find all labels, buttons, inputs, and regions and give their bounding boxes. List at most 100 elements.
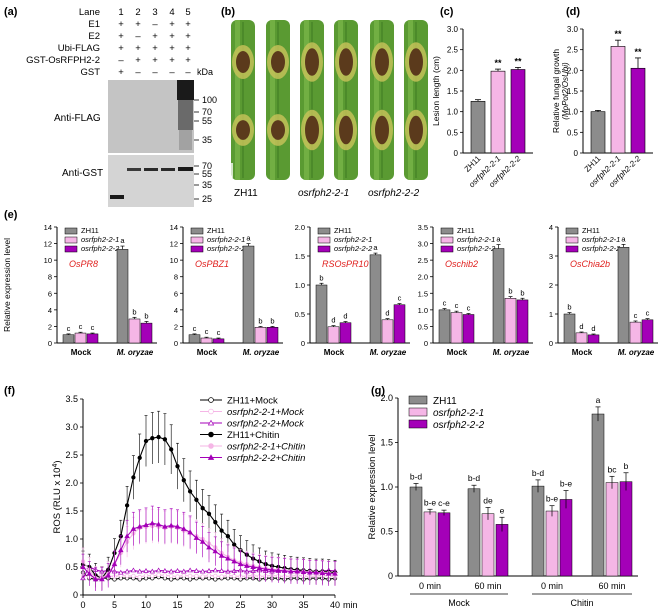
- y-tick-label: 2: [174, 322, 178, 331]
- legend-swatch: [565, 227, 579, 235]
- bar: [470, 101, 486, 154]
- significance-mark: **: [614, 29, 622, 39]
- data-point: [218, 568, 225, 573]
- data-point: [131, 475, 136, 480]
- data-point: [187, 567, 193, 573]
- bar: [140, 322, 153, 344]
- data-point: [219, 528, 224, 533]
- data-point: [143, 438, 149, 444]
- data-point: [174, 523, 181, 529]
- significance-mark: **: [514, 56, 522, 66]
- bar: [467, 488, 481, 577]
- legend-marker: [208, 443, 214, 449]
- y-axis-label: Relative fungal growth: [551, 49, 561, 133]
- bar: [266, 327, 279, 344]
- data-point: [300, 569, 307, 574]
- lesion: [236, 120, 250, 140]
- bar: [619, 481, 633, 577]
- data-point: [168, 522, 175, 528]
- significance-letter: b-e: [560, 479, 573, 489]
- y-tick-label: 2.0: [65, 478, 78, 488]
- y-tick-label: 1.0: [65, 534, 78, 544]
- data-point: [194, 573, 199, 579]
- y-tick-label: 2.0: [447, 66, 459, 75]
- data-point: [175, 574, 180, 579]
- legend-label: ZH11: [334, 226, 352, 235]
- y-axis-label: Lesion length (cm): [431, 56, 441, 126]
- data-point: [156, 434, 161, 440]
- y-tick-label: 2.5: [567, 46, 579, 55]
- data-point: [193, 568, 200, 573]
- group-label: M. oryzae: [117, 348, 154, 357]
- data-point: [313, 569, 319, 575]
- significance-letter: a: [596, 395, 601, 405]
- data-point: [105, 572, 112, 578]
- y-tick-label: 2.5: [65, 450, 78, 460]
- data-point: [219, 574, 224, 579]
- leaf-photos: [231, 20, 428, 180]
- y-tick-label: 2.0: [418, 273, 428, 282]
- significance-letter: a: [496, 235, 501, 244]
- condition-mark: –: [185, 67, 191, 78]
- data-point: [256, 565, 263, 571]
- bar: [423, 511, 437, 577]
- gst-band-lane1: [110, 195, 124, 199]
- significance-letter: bc: [608, 464, 618, 474]
- bar: [450, 312, 463, 344]
- significance-letter: c: [455, 301, 459, 310]
- group-label: Mock: [572, 348, 593, 357]
- significance-letter: b-d: [468, 473, 481, 483]
- bar: [212, 338, 225, 344]
- legend-label: osrfph2-2-1: [582, 235, 620, 244]
- y-tick-label: 12: [170, 240, 178, 249]
- x-tick-label: 25: [235, 600, 245, 610]
- significance-letter: a: [246, 234, 251, 243]
- x-tick-label: 30: [267, 600, 277, 610]
- significance-letter: c: [79, 322, 83, 331]
- bar: [629, 321, 642, 344]
- significance-letter: b: [624, 461, 629, 471]
- significance-letter: b: [520, 288, 524, 297]
- y-tick-label: 4: [549, 223, 553, 232]
- legend-label: osrfph2-2-2+Chitin: [227, 453, 305, 464]
- group-label: M. oryzae: [370, 348, 407, 357]
- condition-mark: –: [135, 31, 141, 42]
- bar: [437, 512, 451, 577]
- bar: [610, 46, 626, 154]
- timepoint-label: 0 min: [541, 581, 563, 591]
- significance-letter: b: [258, 316, 262, 325]
- bar: [516, 299, 529, 344]
- lesion: [271, 120, 285, 140]
- data-point: [136, 523, 143, 529]
- lesion: [236, 51, 250, 73]
- condition-mark: 5: [185, 7, 190, 18]
- legend-swatch: [408, 419, 428, 429]
- bar: [86, 333, 99, 344]
- condition-mark: –: [118, 55, 124, 66]
- leaf-highlight: [304, 20, 309, 180]
- significance-letter: c-e: [438, 498, 450, 508]
- condition-mark: +: [185, 55, 191, 66]
- significance-letter: b-e: [546, 494, 559, 504]
- legend-label: osrfph2-2-1: [207, 235, 245, 244]
- data-point: [193, 534, 200, 540]
- bar: [409, 486, 423, 577]
- data-point: [187, 489, 193, 494]
- bar: [492, 248, 505, 344]
- x-tick-label: 10: [141, 600, 151, 610]
- y-tick-label: 2.0: [380, 393, 393, 403]
- data-point: [250, 564, 256, 569]
- data-point: [92, 576, 99, 582]
- gene-name: Oschib2: [445, 259, 478, 269]
- data-point: [206, 568, 212, 573]
- condition-row-label: GST-OsRFPH2-2: [26, 55, 100, 66]
- significance-letter: d: [385, 309, 389, 318]
- lesion: [409, 48, 423, 76]
- bar: [315, 284, 328, 344]
- panel-label: (e): [4, 209, 18, 221]
- bar: [242, 245, 255, 344]
- lesion: [305, 115, 319, 145]
- legend-label: osrfph2-2-2: [207, 244, 246, 253]
- legend-label: ZH11: [582, 226, 600, 235]
